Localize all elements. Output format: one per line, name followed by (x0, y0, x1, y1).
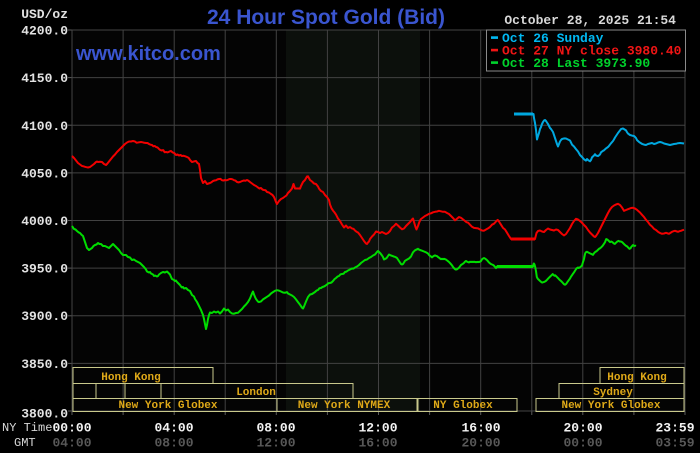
svg-text:04:00: 04:00 (52, 436, 91, 451)
svg-text:4200.0: 4200.0 (21, 24, 68, 39)
svg-text:Hong Kong: Hong Kong (101, 372, 160, 384)
svg-text:16:00: 16:00 (461, 421, 500, 436)
svg-text:4150.0: 4150.0 (21, 71, 68, 86)
svg-text:Oct 27 NY close 3980.40: Oct 27 NY close 3980.40 (502, 44, 682, 59)
svg-text:3850.0: 3850.0 (21, 357, 68, 372)
svg-text:4050.0: 4050.0 (21, 166, 68, 181)
svg-text:Oct 26 Sunday: Oct 26 Sunday (502, 31, 604, 46)
svg-text:Hong Kong: Hong Kong (607, 372, 666, 384)
svg-text:London: London (236, 387, 276, 399)
svg-text:GMT: GMT (14, 436, 36, 450)
svg-text:4100.0: 4100.0 (21, 119, 68, 134)
svg-text:www.kitco.com: www.kitco.com (75, 43, 221, 65)
svg-text:23:59: 23:59 (655, 421, 694, 436)
svg-text:20:00: 20:00 (461, 436, 500, 451)
svg-text:08:00: 08:00 (256, 421, 295, 436)
svg-text:08:00: 08:00 (154, 436, 193, 451)
svg-text:04:00: 04:00 (154, 421, 193, 436)
svg-text:3950.0: 3950.0 (21, 262, 68, 277)
svg-text:USD/oz: USD/oz (21, 7, 68, 22)
svg-text:NY Globex: NY Globex (433, 400, 493, 412)
svg-text:New York Globex: New York Globex (561, 400, 660, 412)
svg-text:New York Globex: New York Globex (118, 400, 217, 412)
svg-text:20:00: 20:00 (563, 421, 602, 436)
svg-text:12:00: 12:00 (256, 436, 295, 451)
svg-text:NY Time: NY Time (2, 421, 52, 435)
svg-text:3900.0: 3900.0 (21, 309, 68, 324)
svg-text:New York NYMEX: New York NYMEX (298, 400, 391, 412)
svg-text:00:00: 00:00 (563, 436, 602, 451)
svg-text:16:00: 16:00 (358, 436, 397, 451)
svg-text:October 28, 2025 21:54: October 28, 2025 21:54 (504, 13, 676, 28)
svg-text:24 Hour Spot Gold (Bid): 24 Hour Spot Gold (Bid) (207, 6, 445, 29)
svg-text:3800.0: 3800.0 (21, 407, 68, 422)
svg-text:4000.0: 4000.0 (21, 214, 68, 229)
svg-text:00:00: 00:00 (52, 421, 91, 436)
svg-text:12:00: 12:00 (358, 421, 397, 436)
svg-text:Oct 28 Last 3973.90: Oct 28 Last 3973.90 (502, 56, 650, 71)
svg-text:Sydney: Sydney (593, 387, 633, 399)
svg-text:03:59: 03:59 (655, 436, 694, 451)
